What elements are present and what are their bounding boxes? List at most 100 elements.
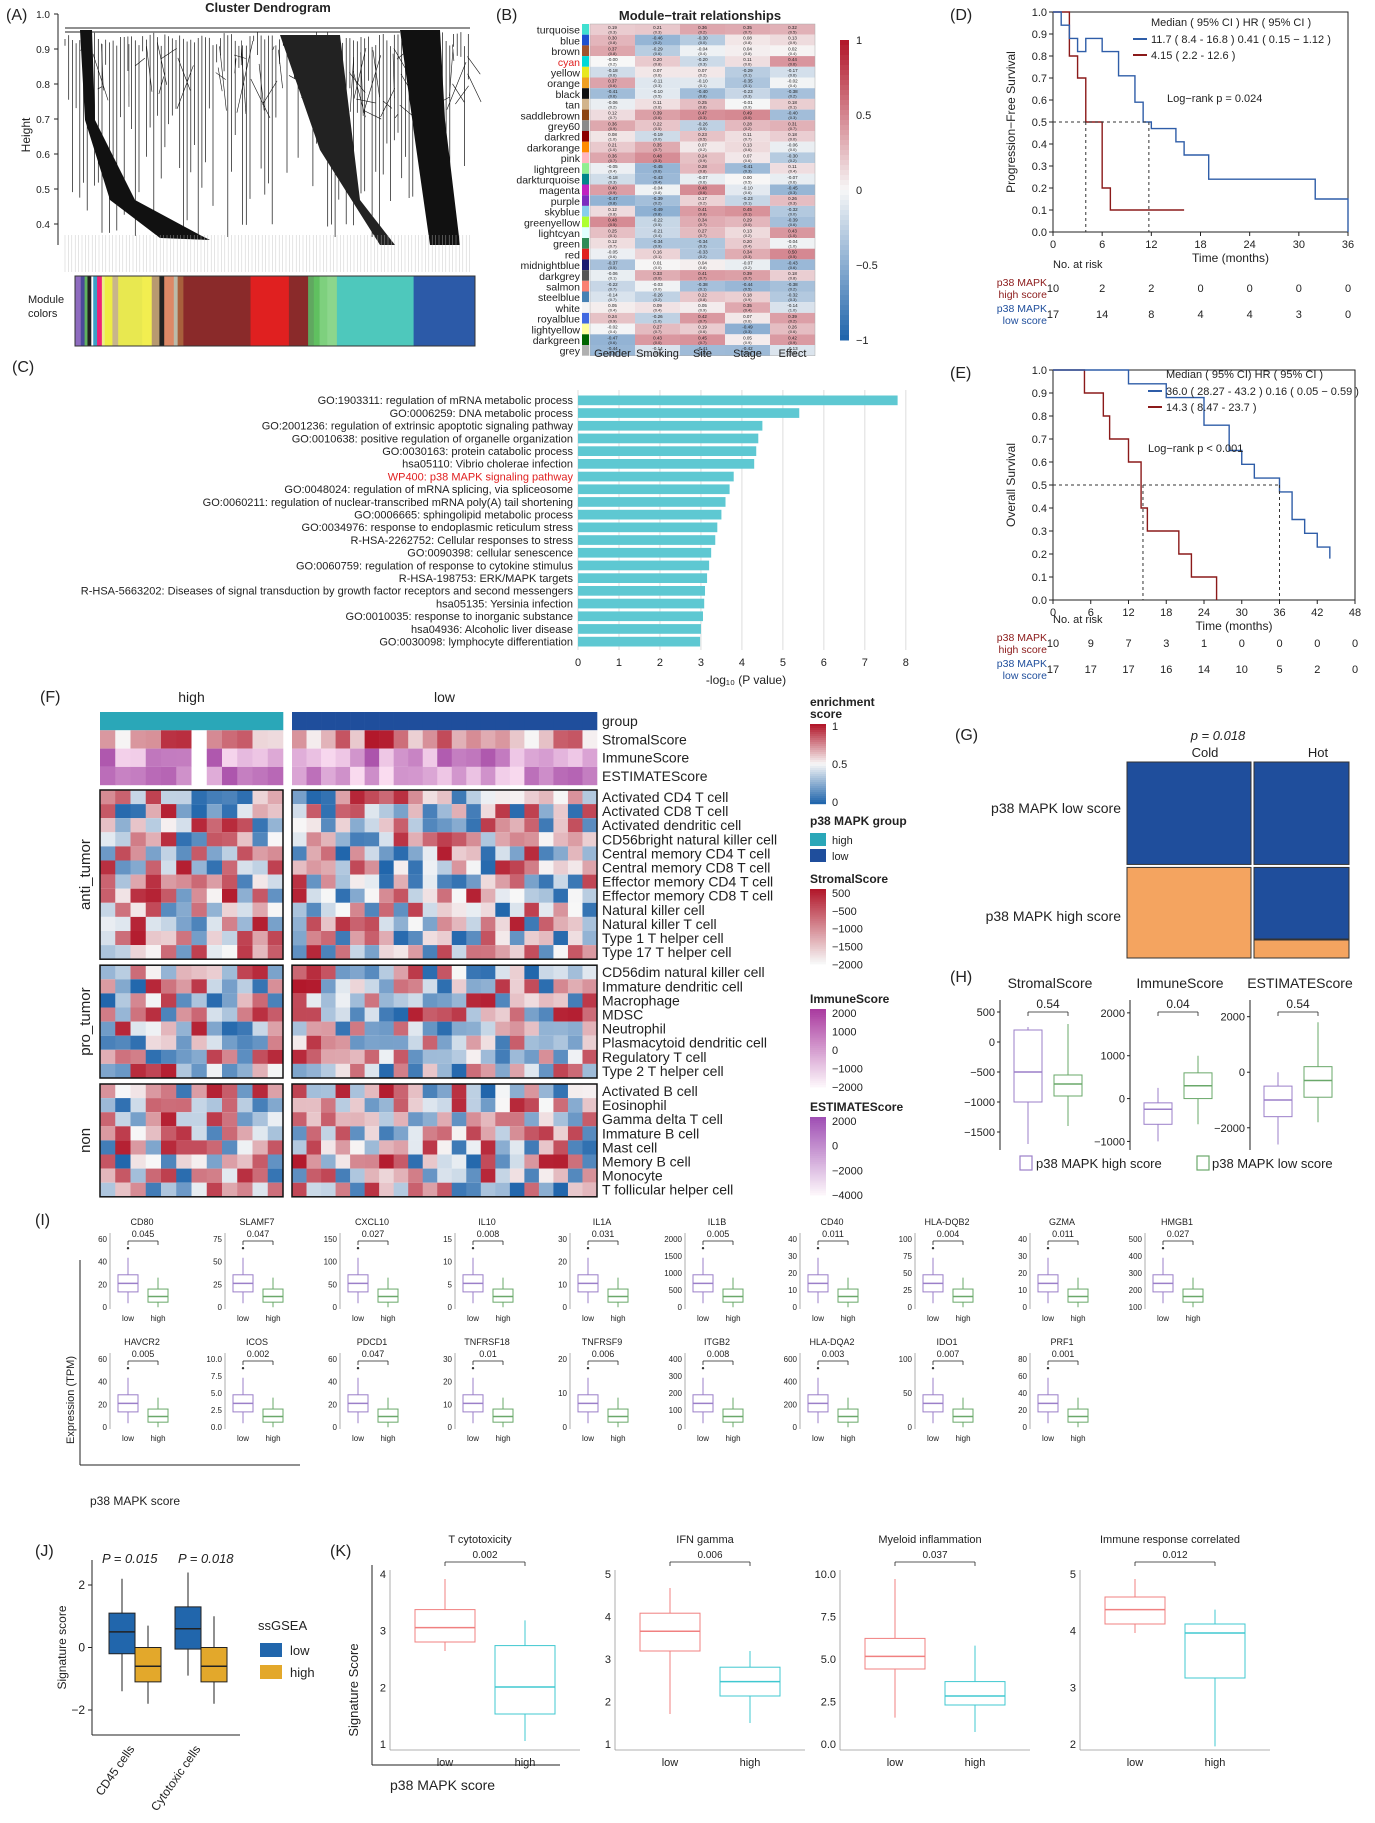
cell-p: (0.3) <box>698 62 707 67</box>
mosaic-cell-low-cold <box>1126 761 1252 865</box>
trait-cell <box>725 270 770 281</box>
heatmap-cell <box>176 916 192 931</box>
dendrogram-branch <box>278 49 283 89</box>
dendrogram-branch <box>383 100 393 109</box>
scale-segment <box>840 210 849 216</box>
heatmap-cell <box>379 846 394 861</box>
cell-p: (0.3) <box>698 115 707 120</box>
trait-cell <box>590 280 635 292</box>
heatmap-cell <box>321 790 336 805</box>
scale-segment <box>840 265 849 271</box>
heatmap-cell <box>115 1112 131 1127</box>
dendrogram-branch <box>97 86 103 90</box>
heatmap-cell <box>321 1049 336 1064</box>
heatmap-cell <box>553 1007 569 1022</box>
heatmap-cell <box>176 888 192 903</box>
k-y-tick: 1 <box>380 1739 386 1751</box>
annotation-cell <box>509 730 525 749</box>
heatmap-cell <box>161 1098 177 1113</box>
heatmap-cell <box>161 846 177 861</box>
module-name: black <box>555 89 580 101</box>
heatmap-cell <box>379 945 394 960</box>
heatmap-cell <box>379 965 394 980</box>
heatmap-cell <box>524 1049 540 1064</box>
box-low-box <box>1053 1074 1083 1097</box>
y-tick-label: 2 <box>78 1578 85 1592</box>
gene-y-tick: 400 <box>669 1355 683 1364</box>
heatmap-cell <box>292 1140 307 1155</box>
annotation-cell <box>509 712 525 731</box>
heatmap-cell <box>100 846 116 861</box>
legend-gradient <box>810 1083 826 1086</box>
heatmap-cell <box>222 1021 238 1036</box>
legend-gradient <box>810 896 826 899</box>
term-label: WP400: p38 MAPK signaling pathway <box>388 471 574 483</box>
scale-segment <box>840 275 849 281</box>
outlier-dot <box>816 1367 820 1370</box>
scale-segment <box>840 235 849 241</box>
heatmap-cell <box>191 1098 208 1113</box>
legend-gradient <box>810 915 826 918</box>
module-swatch <box>582 312 589 324</box>
heatmap-cell <box>393 846 409 861</box>
trait-cell <box>725 227 770 238</box>
k-pvalue: 0.002 <box>472 1550 497 1561</box>
heatmap-cell <box>176 1084 192 1099</box>
cell-value: 0.17 <box>698 196 707 201</box>
legend-gradient <box>810 928 826 931</box>
heatmap-cell <box>292 818 307 833</box>
dendrogram-branch <box>380 88 396 118</box>
cell-value: -0.49 <box>742 325 753 330</box>
trait-cell <box>635 238 680 249</box>
module-name: greenyellow <box>524 217 580 229</box>
annotation-cell <box>553 712 569 731</box>
gene-name: CD80 <box>130 1217 153 1227</box>
trait-cell <box>725 205 770 217</box>
heatmap-cell <box>130 818 147 833</box>
legend-gradient <box>810 898 826 901</box>
legend-gradient <box>810 1075 826 1078</box>
heatmap-cell <box>267 1168 284 1183</box>
heatmap-cell <box>161 1182 177 1197</box>
heatmap-cell <box>335 1168 351 1183</box>
trait-cell <box>680 88 725 99</box>
y-tick-label: 0.9 <box>1032 388 1047 400</box>
gene-y-tick: 20 <box>1018 1269 1027 1278</box>
heatmap-cell <box>222 965 238 980</box>
heatmap-cell <box>509 945 525 960</box>
gene-y-tick: 40 <box>788 1235 797 1244</box>
trait-cell <box>725 248 770 260</box>
legend-gradient <box>810 905 826 909</box>
heatmap-cell <box>176 790 192 805</box>
heatmap-cell <box>306 1154 322 1169</box>
heatmap-cell <box>306 846 322 861</box>
heatmap-cell <box>267 1007 284 1022</box>
heatmap-cell <box>237 1182 253 1197</box>
annotation-row-label: group <box>602 713 638 729</box>
panel-f-label: (F) <box>40 689 60 706</box>
heatmap-cell <box>509 790 525 805</box>
annotation-cell <box>422 712 438 731</box>
cell-p: (0.7) <box>608 244 617 249</box>
module-name: darkred <box>544 132 580 144</box>
trait-cell <box>725 280 770 292</box>
heatmap-cell <box>145 945 162 960</box>
module-name: lightcyan <box>539 228 581 240</box>
heatmap-cell <box>292 1154 307 1169</box>
module-name: saddlebrown <box>520 110 580 122</box>
heatmap-cell <box>422 965 438 980</box>
cell-value: -0.20 <box>697 57 708 62</box>
gene-y-tick: 10 <box>443 1258 452 1267</box>
heatmap-cell <box>350 818 365 833</box>
heatmap-cell <box>206 1007 223 1022</box>
heatmap-cell <box>451 1063 467 1078</box>
trait-cell <box>635 227 680 238</box>
enrichment-bar <box>578 509 722 520</box>
scale-segment <box>840 320 849 326</box>
annotation-cell <box>335 766 351 786</box>
heatmap-cell <box>408 993 424 1008</box>
legend-gradient <box>810 764 826 767</box>
cell-p: (0.8) <box>653 62 662 67</box>
gene-box-high-box <box>1067 1288 1089 1303</box>
